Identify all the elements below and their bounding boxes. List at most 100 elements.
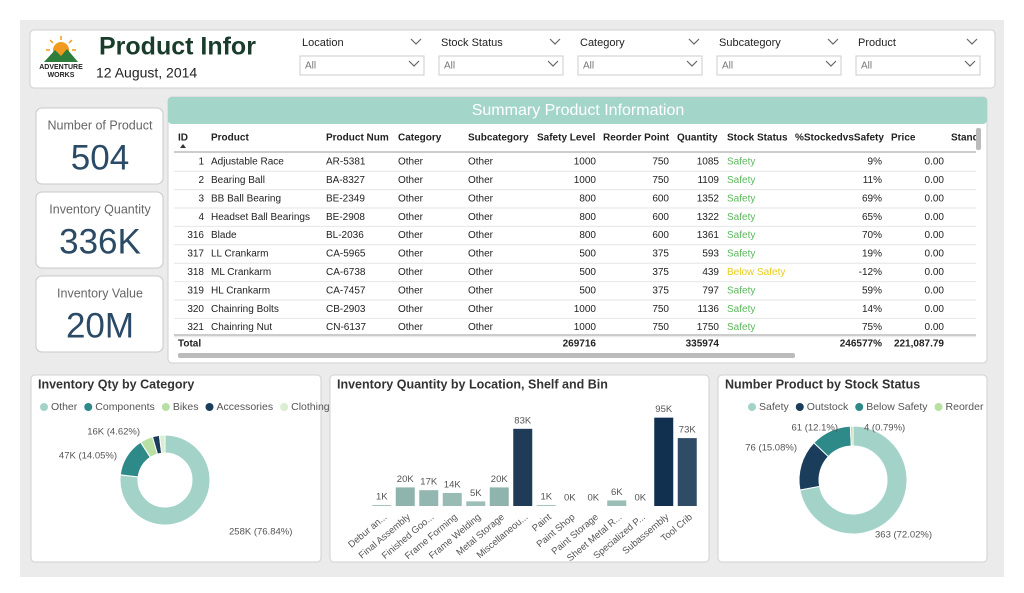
data-label: 258K (76.84%) xyxy=(229,527,292,538)
kpi-value: 336K xyxy=(59,222,141,261)
table-cell: 2 xyxy=(198,175,204,186)
legend-label: Outstock xyxy=(807,401,849,413)
table: ID Product Product Num Category Subcategory S… xyxy=(174,133,976,350)
column-header: Price xyxy=(891,133,916,144)
table-cell: 1136 xyxy=(697,304,719,315)
filters: Location All Stock Status All Category All Sub… xyxy=(299,37,981,76)
logo-text: ADVENTURE xyxy=(39,64,83,71)
data-label: 17K xyxy=(420,477,438,488)
filter-dropdown[interactable] xyxy=(438,55,564,76)
filter-dropdown[interactable] xyxy=(855,55,981,76)
data-label: 6K xyxy=(611,487,623,498)
table-cell: Other xyxy=(398,175,424,186)
legend-swatch xyxy=(748,403,756,411)
table-cell: 1085 xyxy=(697,157,720,168)
data-label: 0K xyxy=(634,493,646,504)
kpi-card xyxy=(35,107,164,185)
table-cell: 1322 xyxy=(697,212,720,223)
table-cell: 3 xyxy=(198,193,204,204)
table-cell: Adjustable Race xyxy=(211,157,284,168)
data-label: 4 (0.79%) xyxy=(864,423,905,434)
filter-label: Location xyxy=(302,37,344,49)
bar xyxy=(489,487,509,506)
data-label: 61 (12.1%) xyxy=(792,423,838,434)
data-label: 73K xyxy=(679,425,697,436)
chart-card xyxy=(30,374,322,563)
table-cell: 500 xyxy=(579,249,596,260)
table-cell: 375 xyxy=(652,285,669,296)
filter-label: Product xyxy=(858,37,896,49)
table-cell: 500 xyxy=(579,267,596,278)
table-cell: BE-2349 xyxy=(326,193,365,204)
bar xyxy=(466,501,486,506)
table-cell: 600 xyxy=(652,193,669,204)
chart-card xyxy=(717,374,988,563)
kpi-value: 20M xyxy=(66,306,134,345)
table-cell: Other xyxy=(468,249,494,260)
table-cell: 4 xyxy=(198,212,204,223)
table-cell: Bearing Ball xyxy=(211,175,265,186)
bar xyxy=(419,490,439,506)
table-cell: Other xyxy=(398,212,424,223)
column-header: Subcategory xyxy=(468,133,529,144)
table-cell: BA-8327 xyxy=(326,175,365,186)
kpi-card xyxy=(35,191,164,269)
total-cell: 246577% xyxy=(840,339,882,350)
table-cell: 1000 xyxy=(574,322,597,333)
table-cell: Other xyxy=(398,304,424,315)
table-cell: CA-7457 xyxy=(326,285,366,296)
table-cell: CA-5965 xyxy=(326,249,366,260)
column-header: Product xyxy=(211,133,249,144)
table-cell: CB-2903 xyxy=(326,304,366,315)
legend-label: Bikes xyxy=(173,401,199,413)
total-cell: 269716 xyxy=(563,339,597,350)
table-cell: Other xyxy=(398,193,424,204)
filter-label: Stock Status xyxy=(441,37,503,49)
data-label: 0K xyxy=(564,493,576,504)
table-header-band xyxy=(168,97,987,124)
table-cell: 797 xyxy=(702,285,719,296)
table-cell: Blade xyxy=(211,230,237,241)
data-label: 76 (15.08%) xyxy=(745,443,797,454)
filter-dropdown[interactable] xyxy=(299,55,425,76)
table-cell: 19% xyxy=(862,249,882,260)
table-cell: 0.00 xyxy=(925,322,945,333)
filter-chevron xyxy=(964,60,976,67)
table-cell: BE-2908 xyxy=(326,212,365,223)
table-cell: 1000 xyxy=(574,157,597,168)
bar xyxy=(372,505,392,506)
table-cell: 1 xyxy=(198,157,204,168)
h-scrollbar[interactable] xyxy=(178,353,795,358)
legend-label: Clothing xyxy=(291,401,330,413)
v-scrollbar[interactable] xyxy=(976,128,981,150)
donut-slice xyxy=(849,425,854,447)
table-cell: 1109 xyxy=(697,175,719,186)
filter-dropdown[interactable] xyxy=(716,55,842,76)
filter-label: Subcategory xyxy=(719,37,781,49)
table-cell: 600 xyxy=(652,212,669,223)
table-cell: Other xyxy=(468,230,494,241)
legend-swatch xyxy=(205,403,214,411)
column-header: Stock Status xyxy=(727,133,788,144)
bar xyxy=(395,487,415,506)
filter-label: Category xyxy=(580,37,625,49)
table-cell: 317 xyxy=(187,249,204,260)
legend-label: Below Safety xyxy=(866,401,928,413)
filter-chevron xyxy=(688,38,700,45)
legend-label: Other xyxy=(51,401,78,413)
table-cell: 593 xyxy=(702,249,719,260)
table-cell: 9% xyxy=(868,157,883,168)
table-cell: Other xyxy=(468,322,494,333)
table-cell: 0.00 xyxy=(925,285,945,296)
data-label: 20K xyxy=(397,474,415,485)
filter-dropdown[interactable] xyxy=(577,55,703,76)
filter-value: All xyxy=(861,61,872,72)
chart-title: Number Product by Stock Status xyxy=(725,377,920,391)
bar xyxy=(536,505,556,506)
table-cell: 316 xyxy=(187,230,204,241)
table-cell: Chainring Bolts xyxy=(211,304,279,315)
table-cell: Other xyxy=(468,304,494,315)
total-cell: 335974 xyxy=(686,339,720,350)
table-cell: Headset Ball Bearings xyxy=(211,212,310,223)
